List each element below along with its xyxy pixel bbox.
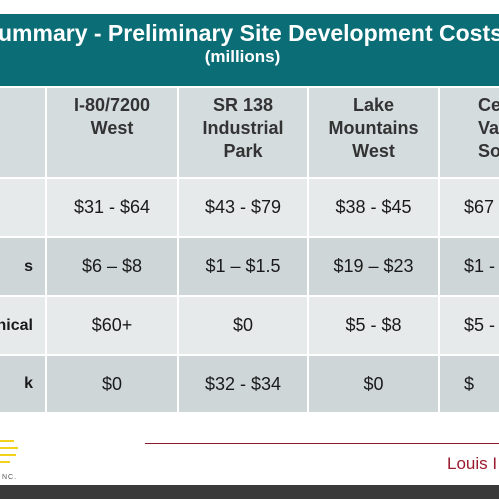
cell: $ <box>440 356 499 414</box>
logo-line <box>0 447 18 449</box>
subtitle: (millions) <box>204 47 281 66</box>
header-line: West <box>90 118 134 138</box>
bottom-bar <box>0 485 499 499</box>
cell: $1 - <box>440 238 499 297</box>
column-header: Lake Mountains West <box>309 88 440 179</box>
cell: $1 – $1.5 <box>179 238 309 297</box>
header-band <box>0 14 499 86</box>
cell: $0 <box>47 356 179 414</box>
cell: $0 <box>179 297 309 356</box>
header-line: West <box>352 141 395 161</box>
column-header: I-80/7200 West <box>47 88 179 179</box>
row-label: nical <box>0 297 47 356</box>
cell: $6 – $8 <box>47 238 179 297</box>
logo-line <box>0 440 14 442</box>
header-line: Park <box>223 141 263 161</box>
header-cell <box>0 88 47 179</box>
brand: Louis I <box>447 454 498 473</box>
header-line: So <box>478 141 499 161</box>
row-label: k <box>0 356 47 414</box>
logo-line <box>0 454 16 456</box>
cell: $67 <box>440 179 499 238</box>
logo-line <box>0 461 10 463</box>
cell: $43 - $79 <box>179 179 309 238</box>
cell: $0 <box>309 356 440 414</box>
header-line: Va <box>478 118 499 138</box>
header-line: Ce <box>478 95 499 115</box>
cell: $19 – $23 <box>309 238 440 297</box>
header-line: I-80/7200 <box>73 95 151 115</box>
header-line: SR 138 <box>212 95 274 115</box>
cell: $38 - $45 <box>309 179 440 238</box>
header-line: Mountains <box>328 118 419 138</box>
cell: $31 - $64 <box>47 179 179 238</box>
divider <box>145 443 499 444</box>
cell: $60+ <box>47 297 179 356</box>
cell: $5 - <box>440 297 499 356</box>
header-line: Industrial <box>202 118 284 138</box>
column-header: SR 138 Industrial Park <box>179 88 309 179</box>
row-label: s <box>0 238 47 297</box>
cell: $32 - $34 <box>179 356 309 414</box>
title: ummary - Preliminary Site Development Co… <box>0 20 499 46</box>
column-header: Ce Va So <box>440 88 499 179</box>
cell: $5 - $8 <box>309 297 440 356</box>
row-label <box>0 179 47 238</box>
header-line: Lake <box>352 95 395 115</box>
logo-text: NC. <box>2 474 18 481</box>
